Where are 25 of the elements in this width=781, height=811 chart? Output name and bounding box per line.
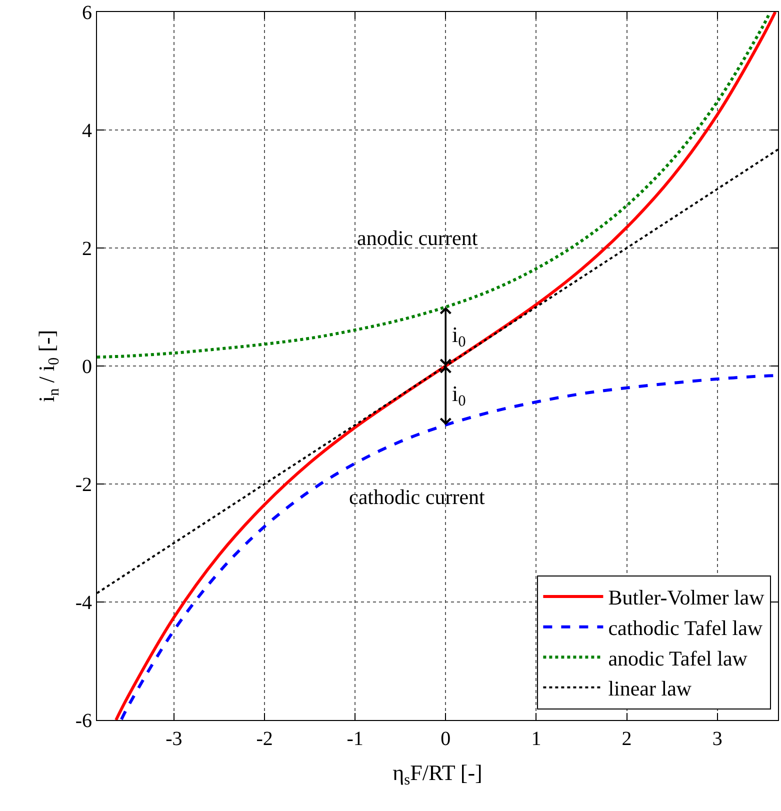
legend-label: anodic Tafel law <box>608 646 748 670</box>
y-tick-label: -4 <box>75 592 92 614</box>
x-tick-label: -3 <box>166 728 182 750</box>
x-tick-label: -2 <box>256 728 273 750</box>
line-series <box>114 12 777 720</box>
y-tick-label: -2 <box>75 474 92 496</box>
annotation: anodic current <box>357 226 478 250</box>
x-tick-label: 2 <box>622 728 632 750</box>
x-tick-label: 1 <box>531 728 542 750</box>
legend-label: Butler-Volmer law <box>608 586 766 610</box>
legend-label: cathodic Tafel law <box>608 616 764 640</box>
legend-label: linear law <box>608 676 692 701</box>
annotation: i$_{0}$ <box>452 322 466 351</box>
y-tick-label: 6 <box>82 2 92 24</box>
y-tick-label: 2 <box>82 238 92 260</box>
annotation: i$_{0}$ <box>452 381 466 410</box>
x-axis-title: η$_{s}$F/RT [-] <box>392 760 482 789</box>
x-tick-label: 3 <box>712 728 722 750</box>
y-tick-label: 0 <box>82 356 92 378</box>
y-tick-label: -6 <box>75 710 92 732</box>
line-series <box>97 12 772 359</box>
x-tick-label: 0 <box>440 728 451 750</box>
annotation: cathodic current <box>349 485 486 509</box>
x-tick-label: -1 <box>346 728 364 750</box>
y-tick-label: 4 <box>82 120 92 142</box>
